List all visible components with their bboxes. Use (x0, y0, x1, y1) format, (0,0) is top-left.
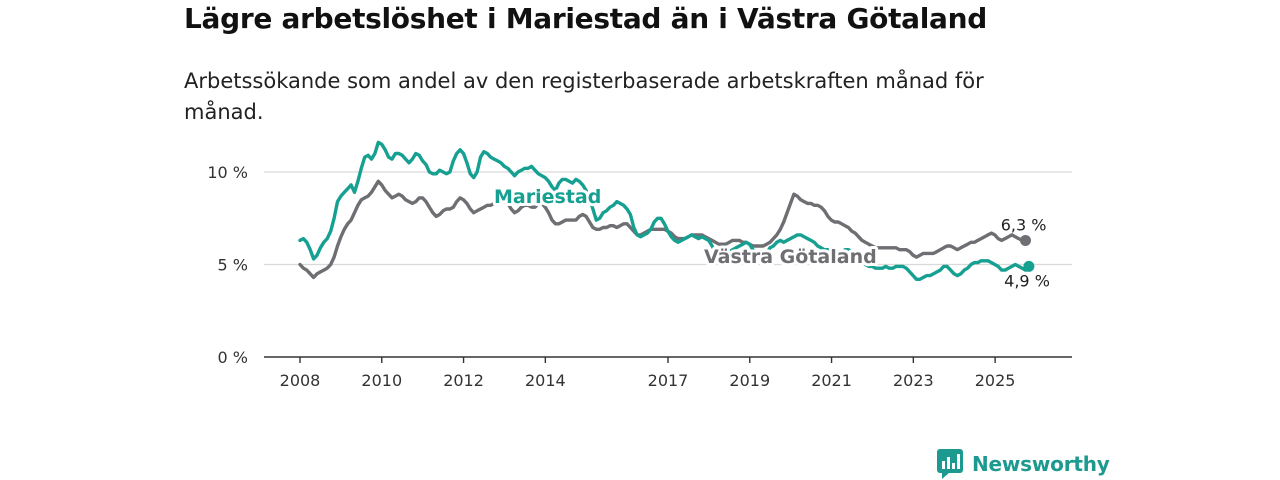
gridlines (264, 171, 1072, 266)
chart-subtitle: Arbetssökande som andel av den registerb… (184, 69, 984, 124)
series-line-mariestad (298, 140, 1031, 281)
axes: 0 % 5 % 10 % 2008 2010 2012 2014 2017 2019 2021 20… (207, 163, 1072, 390)
y-tick-label: 10 % (207, 163, 248, 182)
series-line-vastra-gotaland (298, 179, 1028, 280)
series-lines (298, 140, 1035, 281)
x-tick-label: 2023 (893, 371, 934, 390)
series-end-point-vastra-gotaland (1019, 234, 1031, 246)
x-tick-label: 2014 (525, 371, 566, 390)
newsworthy-brand[interactable]: Newsworthy (936, 448, 1110, 480)
x-tick-label: 2008 (280, 371, 321, 390)
series-label-mariestad-halo: Mariestad (494, 186, 601, 208)
chart-title: Lägre arbetslöshet i Mariestad än i Väst… (184, 2, 988, 35)
x-tick-label: 2019 (729, 371, 770, 390)
y-tick-label: 5 % (218, 256, 248, 275)
newsworthy-logo-icon (937, 449, 963, 479)
series-label-vastra-gotaland: Västra Götaland (704, 246, 877, 268)
x-tick-label: 2012 (443, 371, 484, 390)
end-label-vastra-gotaland: 6,3 % (1001, 215, 1047, 234)
end-label-mariestad: 4,9 % (1004, 271, 1050, 290)
series-end-point-mariestad (1023, 260, 1035, 272)
y-tick-label: 0 % (218, 348, 248, 367)
series-label-mariestad: Mariestad (494, 186, 601, 208)
x-tick-label: 2017 (648, 371, 689, 390)
series-label-vastra-gotaland-halo: Västra Götaland (704, 246, 877, 268)
x-tick-label: 2025 (975, 371, 1016, 390)
brand-name: Newsworthy (972, 452, 1110, 476)
x-tick-label: 2021 (811, 371, 852, 390)
x-tick-label: 2010 (361, 371, 402, 390)
